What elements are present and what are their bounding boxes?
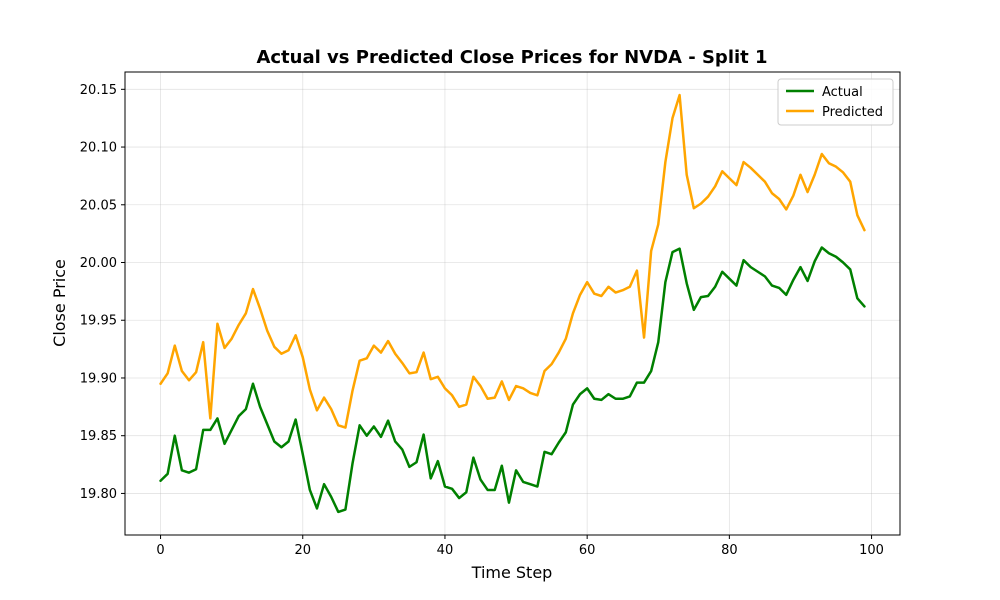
axis-ticks: 0 20 40 60 80 100 19.80 19.85 19.90 19.95 20.00 20.… [80,83,884,558]
grid [125,72,900,535]
x-tick-label: 40 [437,543,454,558]
y-tick-label: 20.05 [80,198,117,213]
y-tick-label: 20.00 [80,256,117,271]
legend: Actual Predicted [777,78,894,126]
y-tick-label: 20.15 [80,83,117,98]
series-lines [159,93,866,514]
x-tick-label: 80 [721,543,738,558]
series-line-actual [159,246,866,514]
series-line-predicted [159,93,866,429]
y-tick-label: 19.80 [80,487,117,502]
legend-label-predicted: Predicted [822,105,883,120]
chart-title: Actual vs Predicted Close Prices for NVD… [256,47,767,68]
legend-label-actual: Actual [822,85,863,100]
y-tick-label: 20.10 [80,141,117,156]
plot-area-frame [124,71,901,536]
y-tick-label: 19.85 [80,429,117,444]
x-tick-label: 60 [579,543,596,558]
y-axis-title: Close Price [50,259,69,347]
y-tick-label: 19.90 [80,371,117,386]
x-tick-label: 100 [859,543,884,558]
x-axis-title: Time Step [471,563,553,582]
x-tick-label: 0 [156,543,164,558]
x-tick-label: 20 [294,543,311,558]
y-tick-label: 19.95 [80,314,117,329]
